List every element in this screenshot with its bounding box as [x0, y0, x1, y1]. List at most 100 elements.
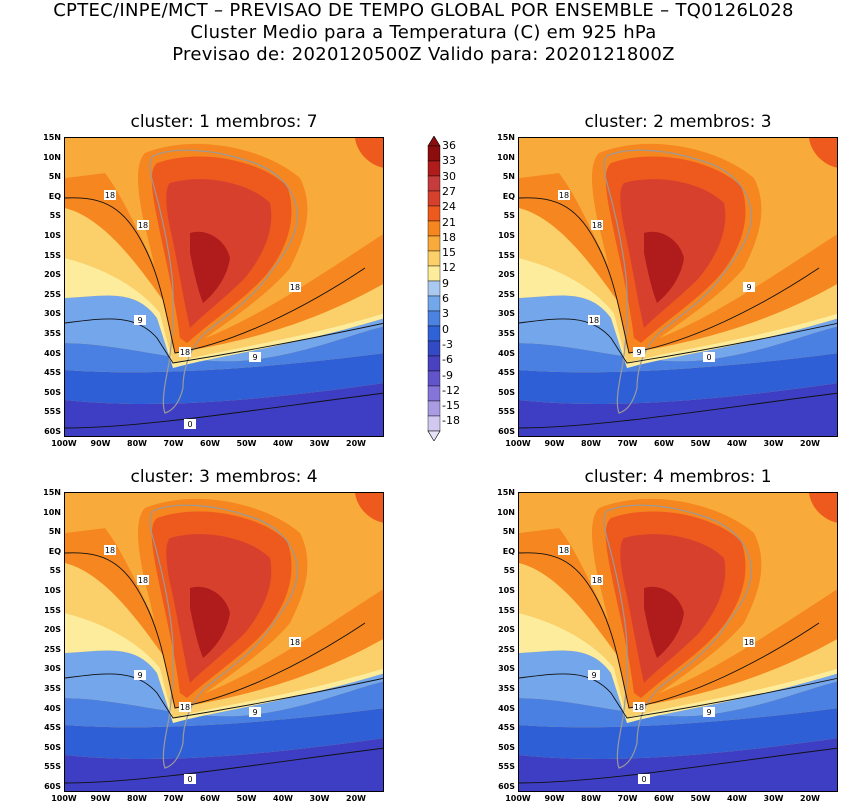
longitude-label: 70W	[163, 794, 184, 803]
svg-text:9: 9	[591, 671, 596, 680]
svg-text:9: 9	[252, 708, 257, 717]
latitude-label: 55S	[44, 762, 61, 772]
contour-label: 9	[249, 707, 261, 717]
temperature-band	[644, 586, 684, 658]
header-line-2: Cluster Medio para a Temperatura (C) em …	[190, 22, 657, 43]
colorbar-swatch	[427, 355, 441, 372]
colorbar-swatch	[427, 265, 441, 282]
header-line-1: CPTEC/INPE/MCT – PREVISAO DE TEMPO GLOBA…	[53, 0, 794, 21]
svg-text:18: 18	[180, 348, 190, 357]
svg-text:18: 18	[138, 576, 148, 585]
svg-text:9: 9	[252, 353, 257, 362]
temperature-band	[809, 138, 837, 168]
longitude-label: 60W	[654, 794, 674, 803]
temperature-band	[519, 708, 837, 759]
latitude-label: EQ	[502, 191, 515, 201]
latitude-label: 50S	[498, 387, 515, 397]
longitude-label: 20W	[346, 439, 366, 448]
contour-label: 9	[134, 315, 146, 325]
longitude-label: 30W	[309, 794, 330, 803]
svg-text:18: 18	[180, 703, 190, 712]
temperature-map: 18 18 18 9 18 9 0	[64, 137, 384, 437]
temperature-band	[809, 493, 837, 523]
latitude-label: 15S	[498, 605, 515, 615]
svg-text:18: 18	[138, 221, 148, 230]
temperature-band	[519, 173, 837, 353]
temperature-band	[65, 295, 383, 368]
contour-9	[519, 673, 837, 719]
contour-0	[519, 747, 837, 784]
longitude-label: 100W	[51, 439, 77, 448]
longitude-label: 70W	[617, 794, 638, 803]
longitude-label: 40W	[273, 439, 293, 448]
contour-0	[519, 392, 837, 429]
colorbar-label: -6	[442, 353, 453, 367]
latitude-label: 35S	[498, 329, 515, 338]
latitude-label: 30S	[44, 309, 61, 319]
colorbar-label: 33	[442, 154, 456, 168]
latitude-label: 50S	[498, 742, 515, 752]
latitude-label: 20S	[44, 270, 61, 280]
colorbar-swatch	[427, 400, 441, 417]
temperature-band	[65, 528, 383, 708]
temperature-band	[519, 258, 837, 368]
continent-outline	[603, 149, 752, 414]
contour-9	[65, 673, 383, 719]
colorbar-swatch	[427, 205, 441, 222]
latitude-label: 55S	[498, 762, 515, 772]
latitude-label: 50S	[44, 742, 61, 752]
temperature-band	[519, 738, 837, 791]
latitude-label: 30S	[44, 664, 61, 674]
longitude-label: 90W	[544, 794, 565, 803]
colorbar-label: 9	[442, 276, 449, 290]
latitude-label: 25S	[498, 289, 515, 299]
latitude-label: 30S	[498, 664, 515, 674]
longitude-label: 30W	[309, 439, 330, 448]
contour-label: 18	[289, 282, 301, 292]
contour-label: 18	[558, 190, 570, 200]
latitude-label: 25S	[44, 644, 61, 654]
latitude-label: 50S	[44, 387, 61, 397]
latitude-label: 40S	[44, 703, 61, 713]
contour-label: 18	[633, 702, 645, 712]
longitude-label: 40W	[727, 794, 747, 803]
temperature-band	[519, 613, 837, 723]
colorbar-swatch	[427, 220, 441, 237]
temperature-band	[519, 383, 837, 436]
longitude-label: 80W	[127, 794, 147, 803]
contour-label: 18	[179, 702, 191, 712]
colorbar-swatch	[427, 310, 441, 327]
temperature-map: 18 18 18 9 18 9 0	[64, 492, 384, 792]
longitude-label: 20W	[800, 439, 820, 448]
contour-0	[65, 392, 383, 429]
latitude-label: 60S	[44, 427, 61, 436]
svg-text:18: 18	[105, 546, 115, 555]
colorbar-label: 36	[442, 139, 456, 152]
temperature-map: 18 18 18 9 18 9 0	[518, 492, 838, 792]
colorbar-label: -12	[442, 383, 460, 397]
longitude-label: 80W	[581, 439, 601, 448]
temperature-band	[65, 173, 383, 353]
colorbar-label: 0	[442, 322, 449, 336]
colorbar-bottom-arrow	[427, 430, 441, 442]
header-line-3: Previsao de: 2020120500Z Valido para: 20…	[172, 44, 675, 65]
longitude-label: 50W	[236, 794, 257, 803]
svg-text:0: 0	[706, 353, 711, 362]
temperature-band	[190, 586, 230, 658]
latitude-label: 15N	[497, 488, 515, 497]
colorbar-swatch	[427, 145, 441, 162]
longitude-label: 50W	[690, 794, 711, 803]
contour-label: 9	[134, 670, 146, 680]
latitude-label: 15N	[497, 133, 515, 142]
contour-label: 18	[591, 575, 603, 585]
latitude-label: 15S	[44, 250, 61, 260]
longitude-label: 70W	[163, 439, 184, 448]
colorbar-label: 30	[442, 169, 456, 183]
contour-18	[65, 197, 366, 354]
latitude-label: 15S	[498, 250, 515, 260]
longitude-label: 60W	[200, 439, 220, 448]
latitude-label: 5S	[49, 566, 61, 576]
latitude-label: 15N	[43, 488, 61, 497]
colorbar-swatch	[427, 415, 441, 432]
colorbar-top-arrow	[427, 135, 441, 147]
